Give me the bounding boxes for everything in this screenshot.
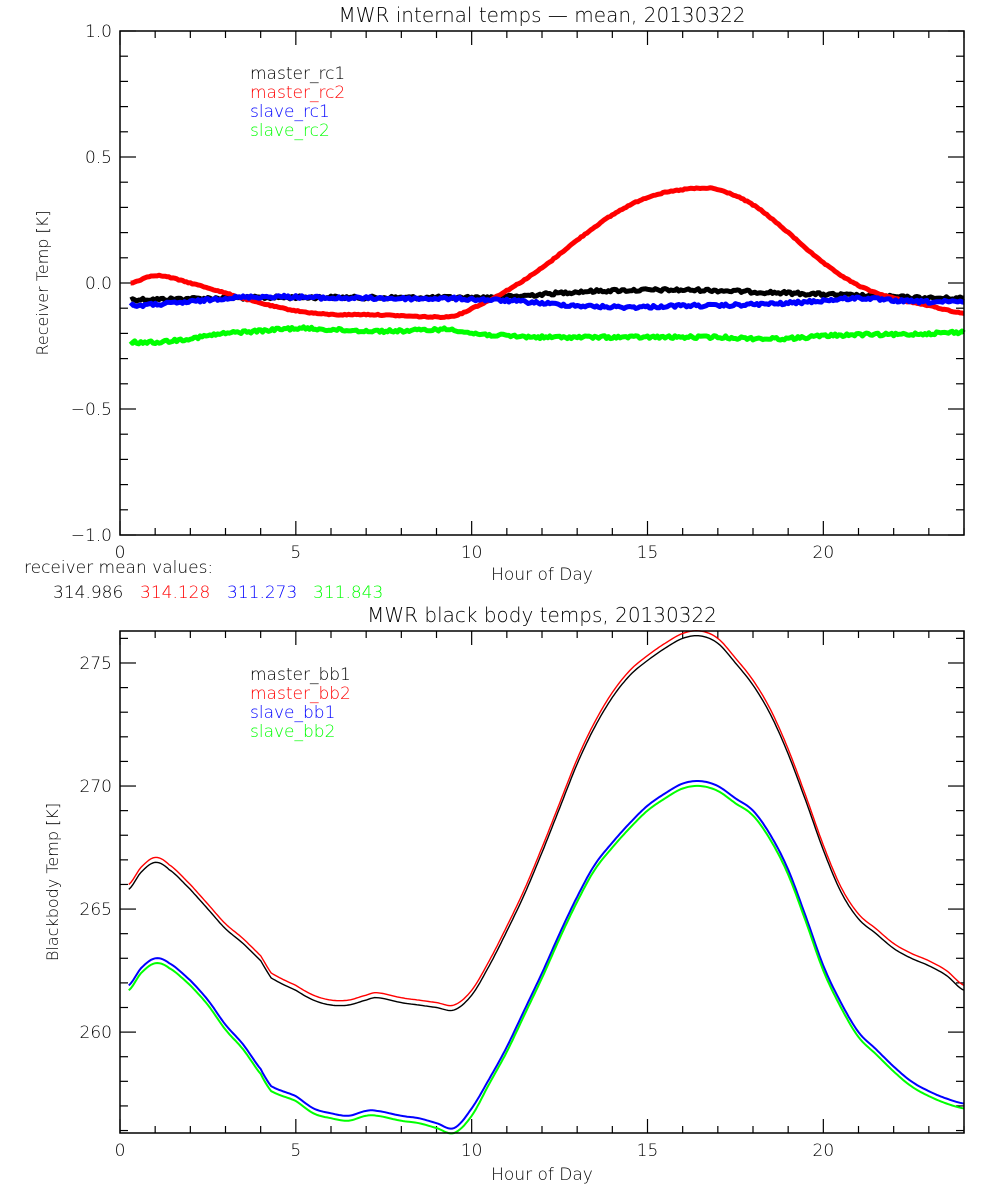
legend-entry-slave-rc2: slave_rc2 <box>250 121 330 141</box>
x-tick-label: 10 <box>461 543 483 563</box>
top-y-tick-labels: −1.0 −0.5 0.0 0.5 1.0 <box>71 22 112 546</box>
x-tick-label: 10 <box>461 1141 483 1161</box>
top-y-axis-label: Receiver Temp [K] <box>33 210 52 355</box>
y-tick-label: −0.5 <box>71 400 112 420</box>
x-tick-label: 5 <box>290 543 301 563</box>
y-tick-label: −1.0 <box>71 526 112 546</box>
receiver-mean-label: receiver mean values: <box>24 558 213 578</box>
receiver-mean-values: receiver mean values: 314.986 314.128 311.… <box>24 558 383 603</box>
x-tick-label: 20 <box>813 1141 835 1161</box>
receiver-temp-chart: MWR internal temps — mean, 20130322 −1.0… <box>33 3 966 585</box>
x-tick-label: 15 <box>637 1141 659 1161</box>
legend-entry-slave-bb2: slave_bb2 <box>250 722 335 742</box>
x-tick-label: 20 <box>813 543 835 563</box>
y-tick-label: 275 <box>80 654 112 674</box>
bottom-y-axis-label: Blackbody Temp [K] <box>43 803 62 961</box>
bottom-y-tick-labels: 260 265 270 275 <box>80 654 112 1043</box>
y-tick-label: 0.5 <box>85 148 112 168</box>
bottom-x-axis-label: Hour of Day <box>491 1165 593 1185</box>
top-chart-title: MWR internal temps — mean, 20130322 <box>338 3 745 27</box>
receiver-mean-value: 314.986 <box>53 583 123 603</box>
y-tick-label: 0.0 <box>85 274 112 294</box>
legend-entry-slave-rc1: slave_rc1 <box>250 102 330 122</box>
y-tick-label: 265 <box>80 900 112 920</box>
legend-entry-master-rc1: master_rc1 <box>250 64 345 84</box>
bottom-x-tick-labels: 0 5 10 15 20 <box>115 1141 835 1161</box>
legend-entry-master-bb2: master_bb2 <box>250 684 351 704</box>
x-tick-label: 15 <box>637 543 659 563</box>
bottom-chart-series <box>128 629 965 1135</box>
receiver-mean-value-list: 314.986 314.128 311.273 311.843 <box>53 583 383 603</box>
bottom-plot-frame <box>119 630 965 1134</box>
blackbody-temp-chart: MWR black body temps, 20130322 260 265 270… <box>43 603 965 1185</box>
y-tick-label: 1.0 <box>85 22 112 42</box>
receiver-mean-value: 314.128 <box>140 583 210 603</box>
top-chart-ticks <box>119 30 965 536</box>
top-x-axis-label: Hour of Day <box>491 565 593 585</box>
legend-entry-slave-bb1: slave_bb1 <box>250 703 335 723</box>
x-tick-label: 5 <box>290 1141 301 1161</box>
series-line-slave-rc1 <box>128 292 965 311</box>
bottom-chart-title: MWR black body temps, 20130322 <box>367 603 717 627</box>
receiver-mean-value: 311.843 <box>313 583 383 603</box>
series-line-slave-bb2 <box>128 784 965 1135</box>
bottom-chart-ticks <box>119 631 965 1133</box>
receiver-mean-value: 311.273 <box>227 583 297 603</box>
series-line-slave-rc2 <box>128 324 966 347</box>
legend-entry-master-rc2: master_rc2 <box>250 83 345 103</box>
y-tick-label: 270 <box>80 777 112 797</box>
x-tick-label: 0 <box>115 543 126 563</box>
series-line-master-rc2 <box>130 185 965 320</box>
top-chart-series <box>128 185 966 347</box>
legend-entry-master-bb1: master_bb1 <box>250 665 351 685</box>
x-tick-label: 0 <box>115 1141 126 1161</box>
series-line-slave-bb1 <box>128 780 965 1130</box>
y-tick-label: 260 <box>80 1023 112 1043</box>
series-line-master-bb2 <box>128 629 965 1007</box>
series-line-master-bb1 <box>128 635 965 1012</box>
top-x-tick-labels: 0 5 10 15 20 <box>115 543 835 563</box>
top-plot-frame <box>119 30 965 536</box>
